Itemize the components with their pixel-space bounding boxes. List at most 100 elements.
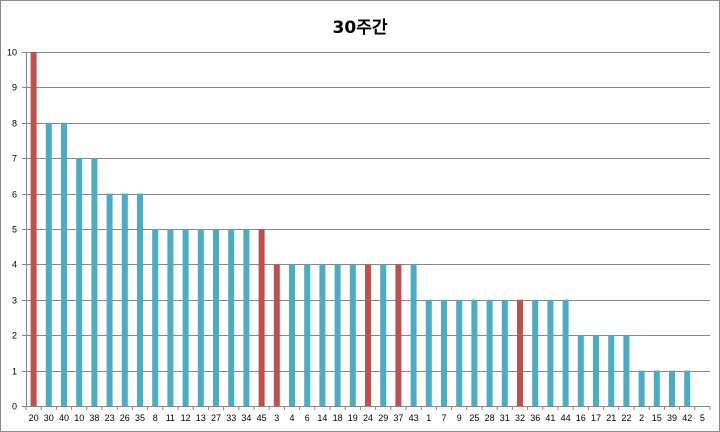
y-axis-ticks: 0 1 2 3 4 5 6 7 8 9 10 [7,48,26,412]
bar [486,299,493,406]
x-tick-label: 2 [639,413,644,423]
x-tick-label: 41 [545,413,555,423]
bars [30,52,691,407]
bar-highlighted [395,264,402,406]
y-tick-label: 3 [12,296,17,306]
x-tick-label: 28 [485,413,495,423]
bar [684,370,691,406]
x-tick-label: 8 [153,413,158,423]
x-tick-label: 14 [317,413,327,423]
bar-highlighted [273,264,280,406]
bar [653,370,660,406]
x-tick-label: 30 [44,413,54,423]
x-tick-label: 26 [120,413,130,423]
x-tick-label: 13 [196,413,206,423]
x-tick-label: 22 [621,413,631,423]
bar [410,264,417,406]
y-tick-label: 2 [12,331,17,341]
bar [456,299,463,406]
bar [152,229,159,406]
bar [319,264,326,406]
bar [167,229,174,406]
y-tick-label: 9 [12,83,17,93]
bar [304,264,311,406]
bar [213,229,219,406]
x-tick-label: 6 [305,413,310,423]
x-tick-label: 20 [29,413,39,423]
bar [45,122,52,407]
x-tick-label: 40 [59,413,69,423]
bar [121,193,128,406]
bar [228,229,235,406]
y-tick-label: 10 [7,48,17,58]
bar [197,229,204,406]
x-tick-label: 17 [591,413,601,423]
bar-highlighted [30,52,37,406]
x-tick-label: 4 [289,413,294,423]
bar-highlighted [258,229,265,406]
bar-highlighted [517,299,523,406]
axes [26,52,710,407]
x-tick-label: 31 [500,413,510,423]
bar [638,370,645,406]
x-tick-label: 42 [682,413,692,423]
y-tick-label: 8 [12,119,17,129]
x-tick-label: 34 [241,413,251,423]
y-tick-label: 6 [12,190,17,200]
bar [441,299,447,406]
bar [91,158,98,406]
x-tick-label: 36 [530,413,540,423]
x-tick-label: 23 [105,413,115,423]
bar [349,264,356,406]
y-tick-label: 5 [12,225,17,235]
bar [623,335,630,406]
x-tick-label: 9 [457,413,462,423]
y-tick-label: 7 [12,154,17,164]
bar [380,264,387,406]
bar [593,335,599,406]
x-tick-label: 39 [667,413,677,423]
x-tick-label: 29 [378,413,388,423]
bar [547,299,554,406]
chart-title: 30주간 [332,18,388,38]
x-tick-label: 24 [363,413,373,423]
x-axis-ticks: 20 30 40 10 38 23 26 35 8 11 12 13 27 33 34 45 3 4 6 14 18 19… [25,406,711,423]
x-tick-label: 25 [469,413,479,423]
bar [608,335,615,406]
x-tick-label: 27 [211,413,221,423]
x-tick-label: 33 [226,413,236,423]
y-tick-label: 1 [12,367,17,377]
x-tick-label: 7 [441,413,446,423]
bar [76,158,83,406]
bar [106,193,113,406]
x-tick-label: 45 [257,413,267,423]
x-tick-label: 38 [89,413,99,423]
bar-highlighted [365,264,371,406]
bar [562,299,569,406]
x-tick-label: 16 [576,413,586,423]
x-tick-label: 15 [652,413,662,423]
x-tick-label: 11 [166,413,175,423]
bar [61,122,67,407]
bar [669,370,675,406]
x-tick-label: 10 [74,413,84,423]
bar [289,264,295,406]
y-tick-label: 4 [12,260,17,270]
x-tick-label: 12 [181,413,191,423]
x-tick-label: 44 [561,413,571,423]
bar [532,299,539,406]
x-tick-label: 35 [135,413,145,423]
x-tick-label: 37 [393,413,403,423]
x-tick-label: 19 [348,413,358,423]
x-tick-label: 5 [700,413,705,423]
bar [577,335,584,406]
bar [243,229,250,406]
x-tick-label: 18 [333,413,343,423]
x-tick-label: 43 [409,413,419,423]
bar [425,299,432,406]
bar [182,229,189,406]
x-tick-label: 32 [515,413,525,423]
bar [334,264,341,406]
y-tick-label: 0 [12,402,17,412]
